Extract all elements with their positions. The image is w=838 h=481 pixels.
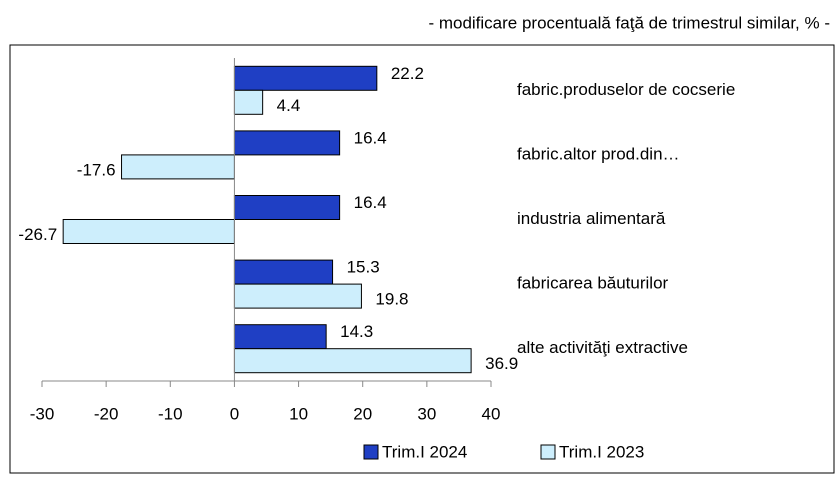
bar	[233, 283, 362, 309]
x-tick-label: 0	[230, 404, 239, 423]
bar	[233, 195, 341, 220]
value-label: 22.2	[391, 64, 424, 83]
bar	[62, 219, 235, 244]
legend-label: Trim.I 2024	[382, 442, 467, 461]
legend-swatch	[540, 444, 556, 460]
bar	[233, 348, 472, 374]
x-tick-label: -10	[158, 404, 183, 423]
value-label: 16.4	[354, 128, 387, 147]
legend-swatch	[363, 444, 379, 460]
bar	[233, 65, 378, 91]
bar	[233, 130, 341, 156]
value-label: 14.3	[340, 322, 373, 341]
category-label: fabric.altor prod.din…	[517, 144, 680, 163]
x-tick-label: 30	[417, 404, 436, 423]
bar	[121, 154, 235, 180]
legend-label: Trim.I 2023	[559, 442, 644, 461]
x-tick-label: 40	[482, 404, 501, 423]
category-label: industria alimentară	[517, 209, 666, 228]
x-tick-label: 20	[353, 404, 372, 423]
bar	[233, 89, 264, 115]
value-label: 19.8	[375, 290, 408, 309]
x-tick-label: -30	[30, 404, 55, 423]
chart-frame	[9, 44, 835, 474]
bar	[233, 259, 334, 285]
value-label: 4.4	[277, 96, 301, 115]
value-label: 16.4	[354, 193, 387, 212]
x-tick-label: 10	[289, 404, 308, 423]
value-label: 36.9	[485, 354, 518, 373]
value-label: -17.6	[77, 160, 116, 179]
category-label: alte activităţi extractive	[517, 338, 688, 357]
category-label: fabric.produselor de cocserie	[517, 80, 735, 99]
value-label: 15.3	[347, 258, 380, 277]
value-label: -26.7	[18, 225, 57, 244]
x-tick-label: -20	[94, 404, 119, 423]
category-label: fabricarea băuturilor	[517, 274, 669, 293]
bar	[233, 324, 327, 350]
chart-subtitle: - modificare procentuală faţă de trimest…	[428, 13, 830, 32]
